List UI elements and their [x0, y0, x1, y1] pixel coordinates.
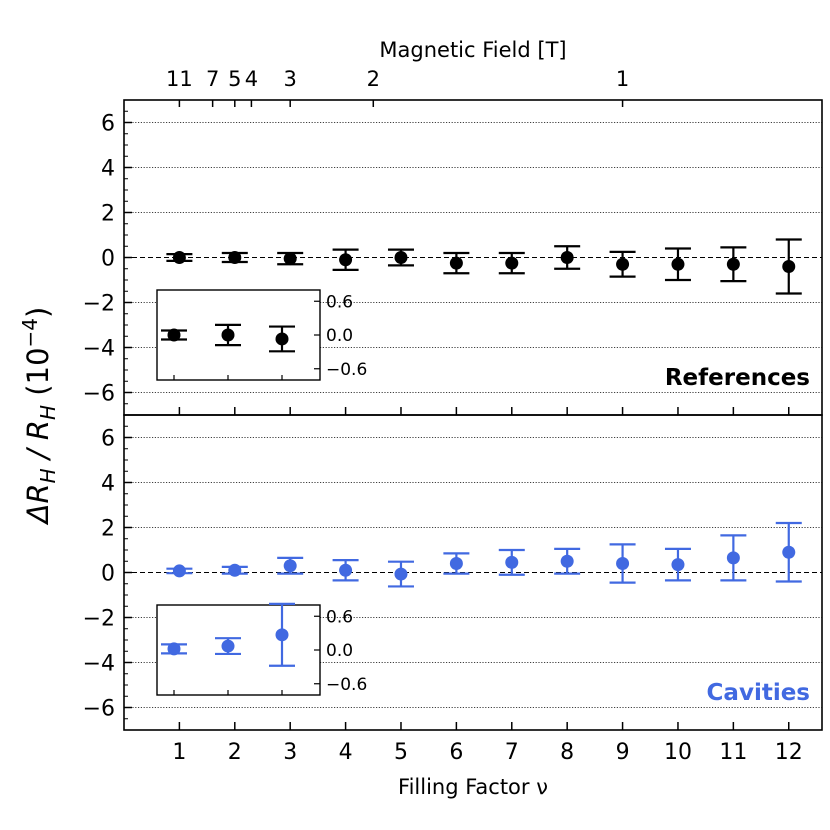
y-axis-title: ΔRH / RH (10−4) — [18, 307, 60, 526]
y-axis-title-main: ΔR — [21, 483, 55, 525]
top-tick-label-6: 1 — [616, 67, 629, 91]
x-axis-title: Filling Factor ν — [398, 775, 548, 799]
point-ref-8 — [560, 251, 574, 264]
point-cav-5 — [394, 567, 408, 581]
inset-y-tick-label-cav-2: −0.6 — [326, 675, 367, 695]
y-tick-label-cav--4: −4 — [83, 652, 115, 677]
top-tick-label-4: 3 — [284, 67, 297, 91]
panel-label-cav: Cavities — [707, 680, 810, 706]
inset-y-tick-label-ref-2: −0.6 — [326, 360, 367, 380]
y-tick-label-ref--6: −6 — [83, 382, 115, 407]
point-cav-10 — [671, 558, 685, 572]
x-tick-label-5: 5 — [394, 740, 408, 765]
inset-y-tick-label-ref-0: 0.6 — [326, 292, 353, 312]
x-tick-label-2: 2 — [228, 740, 242, 765]
point-ref-9 — [616, 257, 630, 271]
top-tick-label-1: 7 — [206, 67, 219, 91]
point-ref-11 — [726, 257, 740, 271]
point-ref-3 — [283, 252, 297, 266]
inset-y-tick-label-cav-1: 0.0 — [326, 641, 353, 661]
inset-y-tick-label-cav-0: 0.6 — [326, 607, 353, 627]
y-axis-title-sub-2: H — [36, 405, 60, 420]
x-tick-label-1: 1 — [172, 740, 186, 765]
point-ref-10 — [671, 257, 685, 271]
y-tick-label-ref--4: −4 — [83, 337, 115, 362]
y-tick-label-cav--2: −2 — [83, 607, 115, 632]
x-tick-label-6: 6 — [449, 740, 463, 765]
inset-y-tick-label-ref-1: 0.0 — [326, 326, 353, 346]
inset-frame-cav — [156, 604, 321, 696]
x-tick-label-4: 4 — [339, 740, 353, 765]
y-tick-label-ref-0: 0 — [101, 247, 115, 272]
point-cav-12 — [782, 545, 796, 559]
point-ref-1 — [172, 251, 186, 264]
top-tick-label-5: 2 — [367, 67, 380, 91]
point-ref-4 — [339, 253, 353, 267]
y-tick-label-cav-4: 4 — [101, 472, 115, 497]
x-tick-label-10: 10 — [664, 740, 692, 765]
y-tick-label-cav--6: −6 — [83, 697, 115, 722]
point-cav-11 — [726, 551, 740, 565]
x-tick-label-11: 11 — [719, 740, 747, 765]
text-layer: Magnetic Field [T] Filling Factor ν ΔRH … — [18, 38, 810, 799]
top-tick-label-3: 4 — [245, 67, 258, 91]
top-tick-label-0: 11 — [166, 67, 193, 91]
inset-frame-ref — [156, 289, 321, 381]
x-tick-label-8: 8 — [560, 740, 574, 765]
y-tick-label-cav-6: 6 — [101, 427, 115, 452]
y-tick-label-cav-0: 0 — [101, 562, 115, 587]
point-ref-5 — [394, 251, 408, 264]
point-cav-4 — [339, 563, 353, 577]
point-ref-7 — [505, 256, 519, 270]
panel-frame-cav — [123, 414, 823, 731]
x-tick-label-7: 7 — [505, 740, 519, 765]
top-axis-title: Magnetic Field [T] — [379, 38, 566, 62]
point-ref-12 — [782, 260, 796, 273]
inset-point-cav-3 — [275, 628, 289, 642]
y-tick-label-ref--2: −2 — [83, 292, 115, 317]
y-axis-title-sep: / R — [21, 420, 55, 468]
x-tick-label-9: 9 — [616, 740, 630, 765]
data-layer — [166, 238, 802, 588]
inset-point-ref-1 — [167, 328, 181, 342]
y-axis-title-close: ) — [21, 307, 55, 318]
point-cav-9 — [616, 557, 630, 570]
top-tick-label-2: 5 — [228, 67, 241, 91]
point-cav-8 — [560, 554, 574, 568]
inset-point-cav-1 — [167, 642, 181, 656]
panel-label-ref: References — [665, 365, 810, 391]
inset-point-cav-2 — [221, 639, 235, 653]
x-tick-label-12: 12 — [775, 740, 803, 765]
insets-layer: 0.6 0.0 −0.6 0.6 0.0 −0.6 — [156, 289, 367, 696]
point-cav-1 — [172, 564, 186, 578]
y-tick-label-ref-4: 4 — [101, 157, 115, 182]
inset-point-ref-2 — [221, 328, 235, 342]
point-ref-6 — [449, 256, 463, 270]
point-cav-2 — [228, 563, 242, 577]
point-cav-6 — [449, 557, 463, 570]
y-tick-label-ref-2: 2 — [101, 202, 115, 227]
y-axis-title-unit: (10 — [21, 347, 55, 404]
y-axis-title-sub-1: H — [36, 468, 60, 483]
point-ref-2 — [228, 251, 242, 264]
inset-point-ref-3 — [275, 332, 289, 346]
y-tick-label-cav-2: 2 — [101, 517, 115, 542]
point-cav-3 — [283, 559, 297, 573]
y-axis-title-exp: −4 — [18, 318, 42, 347]
x-tick-label-3: 3 — [283, 740, 297, 765]
y-tick-label-ref-6: 6 — [101, 112, 115, 137]
axes-layer — [123, 99, 823, 731]
point-cav-7 — [505, 555, 519, 569]
